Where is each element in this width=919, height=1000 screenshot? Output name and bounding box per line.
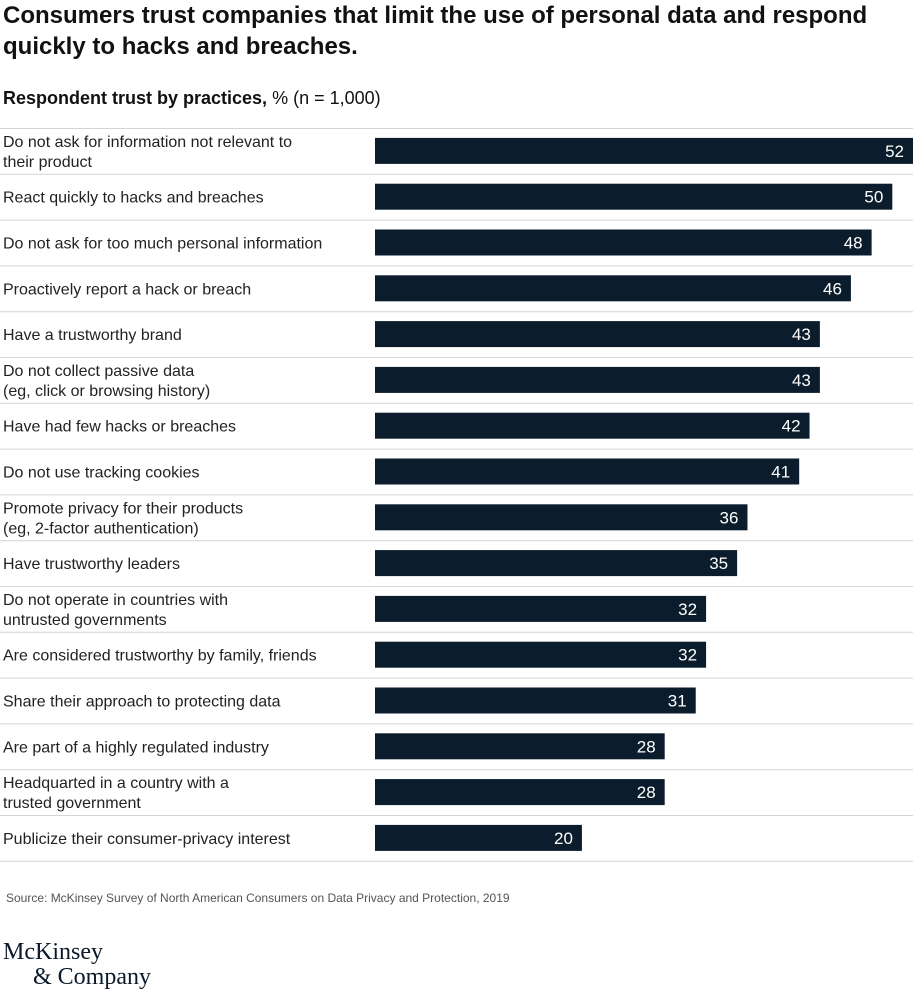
value-label: 35	[709, 554, 728, 573]
bar	[375, 641, 707, 668]
bar	[375, 504, 748, 531]
category-label: Are considered trustworthy by family, fr…	[3, 648, 317, 665]
value-label: 43	[792, 371, 811, 390]
bar-chart: Do not ask for information not relevant …	[0, 128, 913, 862]
value-label: 43	[792, 325, 811, 344]
category-label: Promote privacy for their products (eg, 2…	[3, 500, 243, 537]
subtitle-label: Respondent trust by practices,	[3, 88, 268, 108]
bar	[375, 137, 913, 164]
bar	[375, 366, 820, 393]
category-label: React quickly to hacks and breaches	[3, 190, 264, 207]
value-label: 50	[864, 188, 883, 207]
chart-title: Consumers trust companies that limit the…	[3, 2, 868, 60]
bar	[375, 687, 696, 714]
bar	[375, 733, 665, 760]
category-label: Do not use tracking cookies	[3, 465, 200, 482]
bar	[375, 183, 893, 210]
logo-line2: & Company	[33, 964, 151, 990]
category-label: Do not collect passive data (eg, click or…	[3, 363, 210, 400]
value-label: 28	[637, 737, 656, 756]
value-label: 32	[678, 600, 697, 619]
category-label: Publicize their consumer-privacy interes…	[3, 831, 291, 848]
value-label: 41	[771, 463, 790, 482]
chart-subtitle: Respondent trust by practices, % (n = 1,…	[3, 86, 381, 110]
bar	[375, 595, 707, 622]
bar	[375, 824, 582, 851]
value-label: 36	[720, 508, 739, 527]
category-label: Do not ask for information not relevant …	[3, 134, 292, 171]
value-label: 32	[678, 646, 697, 665]
value-label: 31	[668, 692, 687, 711]
value-label: 42	[782, 417, 801, 436]
bar	[375, 321, 820, 348]
category-label: Have a trustworthy brand	[3, 327, 182, 344]
bar	[375, 779, 665, 806]
bar	[375, 229, 872, 256]
value-label: 48	[844, 234, 863, 253]
subtitle-unit: % (n = 1,000)	[267, 88, 381, 108]
category-label: Do not operate in countries with untruste…	[3, 592, 228, 629]
bar	[375, 550, 738, 577]
value-label: 52	[885, 142, 904, 161]
source-note: Source: McKinsey Survey of North America…	[6, 891, 510, 905]
logo-line1: McKinsey	[3, 939, 103, 965]
mckinsey-logo: McKinsey & Company	[3, 940, 151, 990]
category-label: Share their approach to protecting data	[3, 694, 281, 711]
category-label: Are part of a highly regulated industry	[3, 739, 269, 756]
bar	[375, 275, 851, 302]
category-label: Headquarted in a country with a trusted g…	[3, 775, 229, 812]
category-label: Have trustworthy leaders	[3, 556, 180, 573]
bar	[375, 412, 810, 439]
category-label: Proactively report a hack or breach	[3, 281, 251, 298]
category-label: Do not ask for too much personal informa…	[3, 236, 322, 253]
value-label: 20	[554, 829, 573, 848]
value-label: 28	[637, 783, 656, 802]
category-label: Have had few hacks or breaches	[3, 419, 236, 436]
value-label: 46	[823, 279, 842, 298]
bar	[375, 458, 800, 485]
